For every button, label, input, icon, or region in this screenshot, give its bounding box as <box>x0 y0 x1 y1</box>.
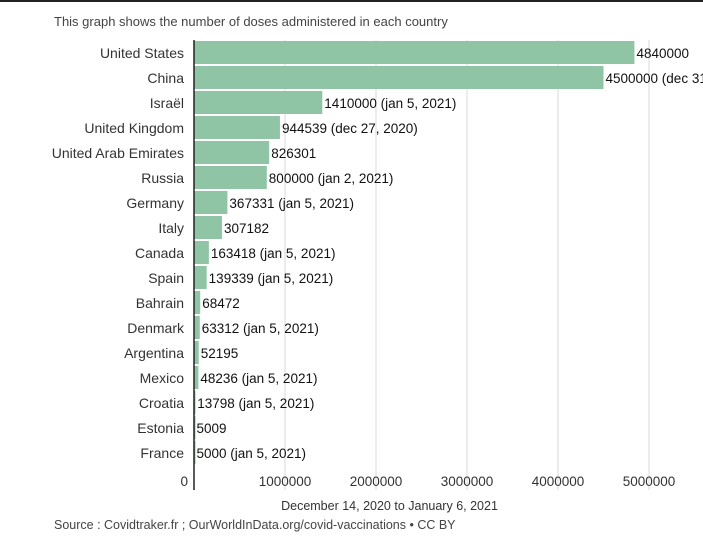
value-labels: 4840000 4500000 (dec 31, 2020) 1410000 (ja… <box>196 46 703 461</box>
category-label: United Arab Emirates <box>52 145 184 161</box>
category-label: Spain <box>148 270 184 286</box>
bars <box>194 41 635 464</box>
category-label: Croatia <box>139 395 184 411</box>
category-label: Denmark <box>127 320 185 336</box>
data-label: 307182 <box>224 221 269 236</box>
data-label: 163418 (jan 5, 2021) <box>211 246 336 261</box>
x-tick-label: 2000000 <box>350 474 403 489</box>
data-label: 4500000 (dec 31, 2020) <box>606 71 703 86</box>
category-label: France <box>140 445 184 461</box>
data-label: 48236 (jan 5, 2021) <box>200 371 317 386</box>
bar <box>194 241 209 264</box>
bar <box>194 266 207 289</box>
top-rule <box>0 0 703 2</box>
data-label: 367331 (jan 5, 2021) <box>229 196 354 211</box>
category-label: Germany <box>126 195 184 211</box>
category-label: Argentina <box>124 345 184 361</box>
category-label: United Kingdom <box>84 120 184 136</box>
bar <box>194 116 280 139</box>
data-label: 5009 <box>196 421 226 436</box>
category-label: Russia <box>141 170 184 186</box>
gridlines <box>284 40 650 490</box>
bar <box>194 141 270 164</box>
category-label: China <box>147 70 184 86</box>
data-label: 1410000 (jan 5, 2021) <box>324 96 456 111</box>
x-tick-label: 1000000 <box>259 474 312 489</box>
category-label: Mexico <box>140 370 185 386</box>
bar <box>194 366 199 389</box>
bar <box>194 316 200 339</box>
bar <box>194 216 222 239</box>
data-label: 139339 (jan 5, 2021) <box>209 271 334 286</box>
data-label: 800000 (jan 2, 2021) <box>269 171 394 186</box>
bar <box>194 341 199 364</box>
x-tick-label: 5000000 <box>623 474 676 489</box>
category-label: Bahrain <box>136 295 184 311</box>
bar <box>194 291 201 314</box>
source-note: Source : Covidtraker.fr ; OurWorldInData… <box>54 518 456 532</box>
category-labels: United States China Israël United Kingdom Un… <box>52 45 185 461</box>
bar <box>194 166 267 189</box>
x-tick-label: 4000000 <box>532 474 585 489</box>
data-label: 944539 (dec 27, 2020) <box>282 121 418 136</box>
data-label: 63312 (jan 5, 2021) <box>202 321 319 336</box>
category-label: United States <box>100 45 184 61</box>
category-label: Israël <box>150 95 184 111</box>
data-label: 826301 <box>271 146 316 161</box>
data-label: 52195 <box>201 346 239 361</box>
bar <box>194 41 635 64</box>
chart-subtitle: This graph shows the number of doses adm… <box>54 14 448 29</box>
category-label: Italy <box>158 220 184 236</box>
data-label: 4840000 <box>636 46 689 61</box>
x-tick-label: 0 <box>180 474 188 489</box>
data-label: 5000 (jan 5, 2021) <box>196 446 306 461</box>
bar <box>194 91 323 114</box>
bar <box>194 66 604 89</box>
category-label: Canada <box>135 245 184 261</box>
x-axis-label: December 14, 2020 to January 6, 2021 <box>281 499 498 513</box>
x-tick-label: 3000000 <box>441 474 494 489</box>
x-tick-labels: 0 1000000 2000000 3000000 4000000 5000000 <box>180 474 675 489</box>
category-label: Estonia <box>137 420 184 436</box>
data-label: 68472 <box>202 296 240 311</box>
bar <box>194 191 228 214</box>
data-label: 13798 (jan 5, 2021) <box>197 396 314 411</box>
